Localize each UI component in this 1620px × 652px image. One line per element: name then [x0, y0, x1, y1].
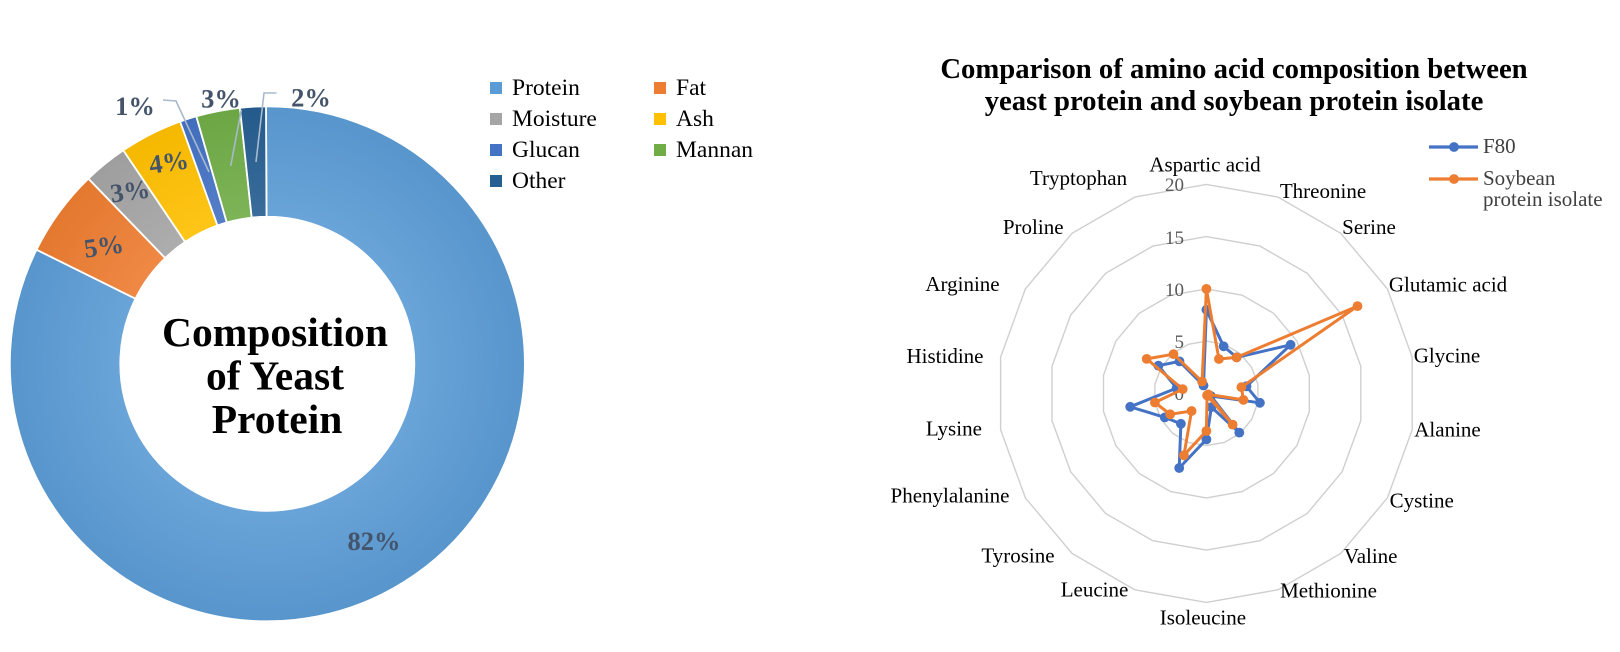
svg-text:Fat: Fat [676, 75, 707, 101]
svg-text:Tryptophan: Tryptophan [1030, 166, 1128, 190]
svg-text:Soybean: Soybean [1483, 166, 1556, 190]
svg-text:5%: 5% [82, 228, 126, 263]
svg-text:5: 5 [1175, 332, 1185, 353]
svg-text:Histidine: Histidine [907, 344, 984, 368]
svg-text:2%: 2% [291, 83, 331, 113]
svg-text:Arginine: Arginine [925, 272, 999, 296]
svg-text:3%: 3% [108, 173, 152, 208]
svg-text:Methionine: Methionine [1280, 579, 1377, 603]
svg-text:Mannan: Mannan [676, 137, 753, 163]
svg-text:1%: 1% [115, 91, 155, 121]
svg-text:Other: Other [512, 168, 566, 194]
svg-text:82%: 82% [348, 526, 401, 556]
svg-text:20: 20 [1165, 175, 1184, 196]
svg-text:Valine: Valine [1344, 544, 1398, 568]
svg-text:0: 0 [1175, 384, 1185, 405]
svg-text:Aspartic acid: Aspartic acid [1149, 153, 1261, 177]
svg-text:Glutamic acid: Glutamic acid [1389, 273, 1508, 297]
svg-text:yeast protein and soybean prot: yeast protein and soybean protein isolat… [985, 85, 1484, 117]
svg-text:Tyrosine: Tyrosine [981, 544, 1054, 568]
svg-text:F80: F80 [1483, 134, 1516, 158]
svg-text:15: 15 [1165, 228, 1184, 249]
svg-text:Leucine: Leucine [1061, 578, 1129, 602]
svg-text:Threonine: Threonine [1280, 179, 1366, 203]
svg-text:Glycine: Glycine [1414, 344, 1480, 368]
svg-text:Moisture: Moisture [512, 106, 597, 132]
svg-text:Comparison of amino acid compo: Comparison of amino acid composition bet… [940, 53, 1527, 85]
svg-text:Glucan: Glucan [512, 137, 580, 163]
svg-text:Alanine: Alanine [1414, 418, 1480, 442]
svg-text:Composition: Composition [162, 309, 388, 355]
svg-text:Protein: Protein [512, 75, 580, 101]
svg-text:4%: 4% [147, 144, 191, 179]
svg-text:10: 10 [1165, 280, 1184, 301]
svg-text:Cystine: Cystine [1390, 489, 1454, 513]
svg-text:of Yeast: of Yeast [206, 353, 344, 399]
svg-text:Serine: Serine [1342, 215, 1396, 239]
svg-text:Isoleucine: Isoleucine [1160, 606, 1246, 630]
svg-text:protein isolate: protein isolate [1483, 187, 1603, 211]
svg-text:Proline: Proline [1003, 215, 1064, 239]
svg-text:Lysine: Lysine [926, 417, 982, 441]
svg-text:Ash: Ash [676, 106, 714, 132]
svg-text:Protein: Protein [212, 396, 343, 442]
svg-text:3%: 3% [201, 84, 241, 114]
svg-text:Phenylalanine: Phenylalanine [891, 484, 1010, 508]
